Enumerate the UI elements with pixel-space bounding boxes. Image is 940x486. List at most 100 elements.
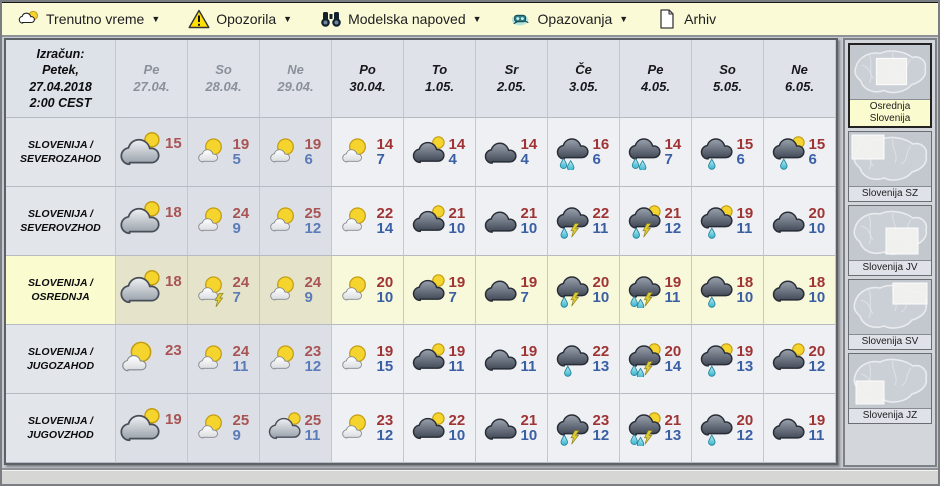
forecast-cell: 22 14	[332, 187, 404, 256]
calc-info-line: Izračun:	[36, 47, 85, 61]
high-temp: 15	[808, 135, 826, 153]
day-header-605: Ne 6.05.	[764, 40, 836, 118]
temperature-pair: 19 11	[808, 411, 829, 443]
low-temp: 10	[520, 220, 538, 237]
temperature-pair: 14 7	[664, 135, 685, 167]
menu-item-modelska-napoved[interactable]: Modelska napoved ▼	[320, 9, 482, 29]
rain-2-thunder-sun-icon	[627, 342, 664, 377]
forecast-cell: 24 9	[260, 256, 332, 325]
slovenia-map-thumbnail	[850, 45, 930, 99]
forecast-cell: 21 10	[404, 187, 476, 256]
forecast-cell: 14 7	[620, 118, 692, 187]
temperature-pair: 19 11	[737, 205, 757, 236]
region-map-label: Slovenija JZ	[849, 408, 931, 423]
rain-2-icon	[555, 135, 592, 170]
rain-2-icon	[627, 135, 664, 170]
rain-1-icon	[699, 411, 736, 446]
rain-2-thunder-sun-icon	[627, 411, 664, 446]
high-temp: 23	[376, 411, 394, 429]
day-date: 30.04.	[349, 78, 386, 94]
low-temp: 13	[736, 358, 754, 375]
menu-item-opozorila[interactable]: Opozorila ▼	[188, 9, 292, 29]
temperature-pair: 24 9	[305, 274, 325, 305]
slovenia-map-thumbnail	[849, 354, 931, 408]
rain-1-icon	[555, 342, 592, 377]
temperature-pair: 22 10	[448, 411, 469, 443]
high-temp: 18	[165, 204, 182, 222]
menu-item-label: Arhiv	[684, 11, 717, 27]
high-temp: 19	[808, 411, 826, 429]
calc-info-line: Petek,	[42, 63, 79, 78]
temperature-pair: 18	[165, 204, 185, 222]
low-temp: 6	[304, 151, 313, 168]
low-temp: 9	[232, 427, 241, 444]
day-name: Sr	[504, 62, 519, 78]
region-map-slovenija-jv[interactable]: Slovenija JV	[848, 205, 932, 276]
sun-cloud-icon	[339, 204, 376, 239]
rain-1-thunder-icon	[555, 411, 592, 446]
day-header-2904: Ne 29.04.	[260, 40, 332, 118]
region-row-label-severovzhod[interactable]: SLOVENIJA / SEVEROVZHOD	[6, 187, 116, 256]
horizontal-scrollbar[interactable]	[2, 468, 938, 484]
low-temp: 14	[376, 220, 394, 237]
temperature-pair: 23 12	[593, 412, 613, 443]
high-temp: 20	[808, 204, 826, 222]
low-temp: 13	[592, 358, 610, 375]
forecast-cell: 22 13	[548, 325, 620, 394]
high-temp: 22	[448, 411, 466, 429]
chevron-down-icon: ▼	[619, 14, 629, 24]
high-temp: 19	[165, 411, 182, 429]
day-header-2804: So 28.04.	[188, 40, 260, 118]
temperature-pair: 19 7	[449, 274, 469, 305]
low-temp: 6	[592, 151, 601, 168]
menu-item-trenutno-vreme[interactable]: Trenutno vreme ▼	[18, 9, 160, 29]
low-temp: 10	[808, 220, 826, 237]
day-name: Pe	[647, 62, 664, 78]
low-temp: 11	[448, 358, 465, 375]
low-temp: 12	[304, 358, 322, 375]
temperature-pair: 18 10	[808, 273, 829, 305]
sun-cloud-icon	[267, 342, 304, 377]
temperature-pair: 21 12	[665, 205, 685, 236]
day-header-105: To 1.05.	[404, 40, 476, 118]
region-map-label: Osrednja Slovenija	[850, 99, 930, 126]
temperature-pair: 21 10	[520, 205, 541, 237]
forecast-cell: 21 10	[476, 187, 548, 256]
forecast-cell: 23 12	[332, 394, 404, 463]
forecast-cell: 19 11	[476, 325, 548, 394]
slovenia-map-thumbnail	[849, 132, 931, 186]
low-temp: 5	[232, 151, 241, 168]
forecast-cell: 15	[116, 118, 188, 187]
current-weather-icon	[18, 9, 40, 29]
high-temp: 18	[808, 273, 826, 291]
temperature-pair: 20 10	[808, 204, 829, 237]
region-map-slovenija-sv[interactable]: Slovenija SV	[848, 279, 932, 350]
menu-bar: Trenutno vreme ▼ Opozorila ▼ Modelska napove…	[2, 2, 938, 37]
cloud-dark-sun-icon	[411, 411, 448, 446]
forecast-cell: 19 13	[692, 325, 764, 394]
warning-icon	[188, 9, 210, 29]
menu-item-arhiv[interactable]: Arhiv	[656, 9, 716, 29]
menu-item-label: Trenutno vreme	[46, 11, 145, 27]
high-temp: 20	[736, 411, 754, 429]
forecast-cell: 19 6	[260, 118, 332, 187]
forecast-cell: 19 11	[404, 325, 476, 394]
forecast-cell: 20 12	[764, 325, 836, 394]
map-label-line: Slovenija SV	[861, 336, 919, 347]
forecast-cell: 20 10	[764, 187, 836, 256]
region-row-label-osrednja[interactable]: SLOVENIJA / OSREDNJA	[6, 256, 116, 325]
region-row-label-jugovzhod[interactable]: SLOVENIJA / JUGOVZHOD	[6, 394, 116, 463]
region-map-osrednja-slovenija[interactable]: Osrednja Slovenija	[848, 43, 932, 128]
menu-item-opazovanja[interactable]: Opazovanja ▼	[510, 9, 629, 29]
region-map-slovenija-jz[interactable]: Slovenija JZ	[848, 353, 932, 424]
forecast-cell: 24 9	[188, 187, 260, 256]
day-name: Če	[575, 62, 592, 78]
region-map-slovenija-sz[interactable]: Slovenija SZ	[848, 131, 932, 202]
day-date: 1.05.	[425, 78, 454, 94]
region-row-label-jugozahod[interactable]: SLOVENIJA / JUGOZAHOD	[6, 325, 116, 394]
temperature-pair: 20 14	[665, 343, 685, 374]
high-temp: 14	[664, 135, 682, 153]
temperature-pair: 20 10	[377, 274, 397, 305]
temperature-pair: 18	[165, 274, 185, 290]
region-row-label-severozahod[interactable]: SLOVENIJA / SEVEROZAHOD	[6, 118, 116, 187]
